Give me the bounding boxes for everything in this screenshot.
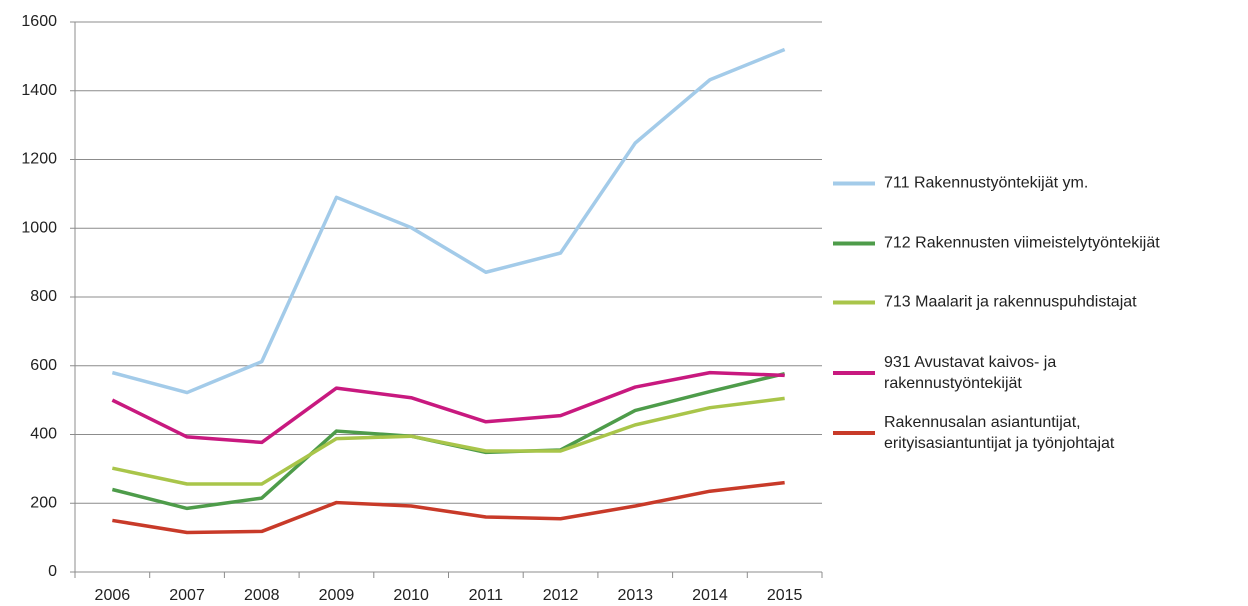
y-tick-label: 1600 [21,13,57,30]
legend-swatch [833,181,875,185]
y-tick-label: 800 [30,288,57,305]
y-tick-label: 600 [30,357,57,374]
x-tick-label: 2009 [319,587,355,604]
x-tick-label: 2014 [692,587,728,604]
legend-label: 713 Maalarit ja rakennuspuhdistajat [884,293,1137,311]
series-line [111,370,785,445]
series-line [111,371,786,511]
x-tick-label: 2015 [767,587,803,604]
y-tick-label: 0 [48,563,57,580]
series-line [111,396,785,486]
legend-entry: 713 Maalarit ja rakennuspuhdistajat [833,292,1137,313]
y-tick-label: 1200 [21,151,57,168]
legend-swatch [833,431,875,435]
x-tick-label: 2011 [469,587,504,604]
legend-entry: 931 Avustavat kaivos- ja rakennustyöntek… [833,352,1056,394]
y-tick-label: 1400 [21,82,57,99]
x-tick-label: 2008 [244,587,280,604]
x-tick-label: 2012 [543,587,579,604]
legend-swatch [833,371,875,375]
legend-label: Rakennusalan asiantuntijat, erityisasian… [884,414,1115,452]
legend-label: 711 Rakennustyöntekijät ym. [884,174,1089,192]
x-tick-label: 2013 [617,587,653,604]
legend-entry: Rakennusalan asiantuntijat, erityisasian… [833,412,1114,454]
x-tick-label: 2010 [393,587,429,604]
x-tick-label: 2006 [95,587,131,604]
legend-label: 712 Rakennusten viimeistelytyöntekijät [884,234,1160,252]
legend-label: 931 Avustavat kaivos- ja rakennustyöntek… [884,354,1057,392]
legend-entry: 711 Rakennustyöntekijät ym. [833,173,1088,194]
y-tick-label: 400 [30,426,57,443]
legend-swatch [833,241,875,245]
y-tick-label: 1000 [21,219,57,236]
x-tick-label: 2007 [169,587,205,604]
series-line [111,47,786,395]
series-line [112,480,785,535]
y-tick-label: 200 [30,494,57,511]
legend-entry: 712 Rakennusten viimeistelytyöntekijät [833,233,1160,254]
legend-swatch [833,300,875,304]
